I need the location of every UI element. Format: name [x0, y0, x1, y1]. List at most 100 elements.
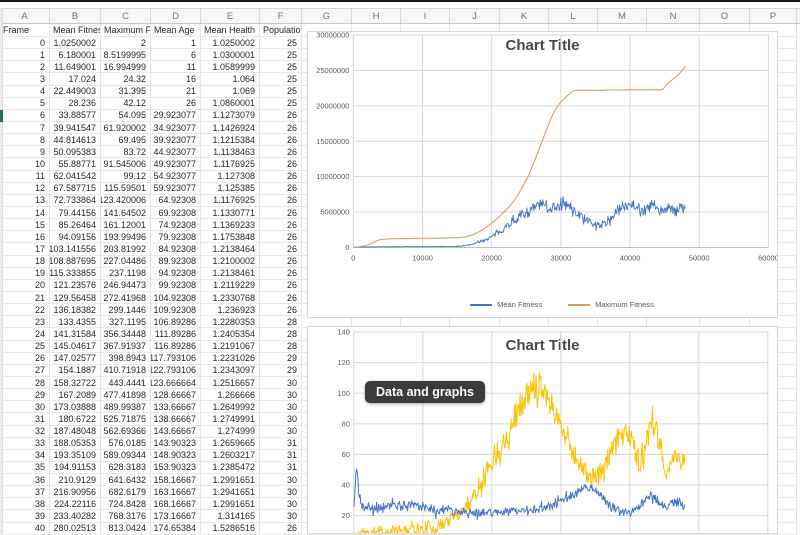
- data-cell[interactable]: 1.2280353: [201, 316, 260, 329]
- data-cell[interactable]: 26: [260, 121, 302, 135]
- data-cell[interactable]: 1.2119229: [201, 279, 260, 292]
- data-cell[interactable]: 443.4441: [101, 376, 151, 390]
- data-cell[interactable]: 10: [0, 158, 50, 171]
- data-cell[interactable]: 813.0424: [101, 522, 151, 535]
- data-cell[interactable]: 31: [260, 461, 302, 475]
- data-cell[interactable]: 13: [0, 194, 50, 207]
- data-cell[interactable]: 25: [260, 61, 302, 74]
- data-cell[interactable]: 1.2100002: [201, 255, 260, 268]
- data-cell[interactable]: 39.941547: [50, 121, 101, 135]
- data-cell[interactable]: 39.923077: [151, 134, 201, 147]
- data-cell[interactable]: 7: [0, 121, 50, 135]
- data-cell[interactable]: 145.04617: [50, 340, 101, 353]
- data-cell[interactable]: 327.1195: [101, 316, 151, 329]
- data-cell[interactable]: 682.6179: [101, 486, 151, 499]
- data-cell[interactable]: 30: [260, 498, 302, 511]
- data-cell[interactable]: 30: [260, 510, 302, 523]
- data-cell[interactable]: 26: [260, 279, 302, 292]
- data-cell[interactable]: 28: [260, 328, 302, 341]
- data-cell[interactable]: 109.92308: [151, 304, 201, 317]
- data-cell[interactable]: 1.314165: [201, 510, 260, 523]
- data-cell[interactable]: 768.3176: [101, 510, 151, 523]
- data-cell[interactable]: 1.1753848: [201, 231, 260, 244]
- data-cell[interactable]: 1.2138464: [201, 243, 260, 256]
- data-cell[interactable]: 8.5199995: [101, 49, 151, 62]
- data-cell[interactable]: 91.545006: [101, 158, 151, 171]
- data-cell[interactable]: 49.923077: [151, 158, 201, 171]
- data-cell[interactable]: 1.2191067: [201, 340, 260, 353]
- data-cell[interactable]: 27: [0, 364, 50, 377]
- data-cell[interactable]: 1.5286516: [201, 522, 260, 535]
- data-cell[interactable]: 31: [260, 449, 302, 462]
- data-cell[interactable]: 69.92308: [151, 206, 201, 220]
- data-cell[interactable]: 2: [0, 61, 50, 74]
- data-cell[interactable]: 398.8943: [101, 352, 151, 365]
- data-cell[interactable]: 69.495: [101, 134, 151, 147]
- data-cell[interactable]: 158.32722: [50, 376, 101, 390]
- data-cell[interactable]: 26: [151, 97, 201, 110]
- data-cell[interactable]: 26: [260, 134, 302, 147]
- data-cell[interactable]: 26: [260, 206, 302, 220]
- data-cell[interactable]: 30: [0, 401, 50, 414]
- column-header-i[interactable]: I: [401, 9, 450, 23]
- column-header-j[interactable]: J: [450, 9, 500, 23]
- data-cell[interactable]: 26: [260, 231, 302, 244]
- data-cell[interactable]: 108.887695: [50, 255, 101, 268]
- data-cell[interactable]: 32: [0, 425, 50, 438]
- data-cell[interactable]: 26: [260, 182, 302, 195]
- column-header-g[interactable]: G: [302, 9, 352, 23]
- data-cell[interactable]: 30: [260, 425, 302, 438]
- data-cell[interactable]: 94.09156: [50, 231, 101, 244]
- data-cell[interactable]: 1.1273079: [201, 109, 260, 122]
- data-cell[interactable]: 168.16667: [151, 498, 201, 511]
- column-header-h[interactable]: H: [352, 9, 401, 23]
- data-cell[interactable]: 187.48048: [50, 425, 101, 438]
- data-cell[interactable]: 28: [260, 316, 302, 329]
- age-population-chart[interactable]: Chart Title 20 40 60 80 100 120 140: [307, 326, 778, 534]
- data-cell[interactable]: 26: [260, 158, 302, 171]
- data-cell[interactable]: 136.18382: [50, 304, 101, 317]
- data-cell[interactable]: 24.32: [101, 73, 151, 86]
- data-cell[interactable]: 26: [260, 267, 302, 280]
- data-cell[interactable]: 21: [151, 85, 201, 98]
- column-header-m[interactable]: M: [598, 9, 647, 23]
- data-cell[interactable]: 122.793106: [151, 364, 201, 377]
- field-header-cell[interactable]: Frame: [0, 24, 50, 37]
- field-header-cell[interactable]: Mean Fitness: [50, 24, 101, 37]
- data-cell[interactable]: 37: [0, 486, 50, 499]
- data-cell[interactable]: 115.333855: [50, 267, 101, 280]
- data-cell[interactable]: 128.66667: [151, 389, 201, 402]
- data-cell[interactable]: 74.92308: [151, 219, 201, 232]
- data-cell[interactable]: 16: [151, 73, 201, 86]
- data-cell[interactable]: 1.266666: [201, 389, 260, 402]
- data-cell[interactable]: 30: [260, 401, 302, 414]
- data-cell[interactable]: 31: [0, 413, 50, 426]
- data-cell[interactable]: 104.92308: [151, 291, 201, 305]
- data-cell[interactable]: 15: [0, 219, 50, 232]
- data-cell[interactable]: 17.024: [50, 73, 101, 86]
- data-cell[interactable]: 489.99387: [101, 401, 151, 414]
- data-cell[interactable]: 26: [260, 194, 302, 207]
- data-cell[interactable]: 44.814613: [50, 134, 101, 147]
- data-cell[interactable]: 576.0185: [101, 437, 151, 450]
- data-cell[interactable]: 25: [260, 49, 302, 62]
- data-cell[interactable]: 8: [0, 134, 50, 147]
- data-cell[interactable]: 1.2649992: [201, 401, 260, 414]
- data-cell[interactable]: 50.095383: [50, 146, 101, 159]
- field-header-cell[interactable]: Mean Age: [151, 24, 201, 37]
- data-cell[interactable]: 25: [0, 340, 50, 353]
- data-cell[interactable]: 12: [0, 182, 50, 195]
- data-cell[interactable]: 72.733864: [50, 194, 101, 207]
- data-cell[interactable]: 1.125385: [201, 182, 260, 195]
- data-cell[interactable]: 111.89286: [151, 328, 201, 341]
- data-cell[interactable]: 224.22116: [50, 498, 101, 511]
- data-cell[interactable]: 35: [0, 461, 50, 475]
- data-cell[interactable]: 180.6722: [50, 413, 101, 426]
- data-cell[interactable]: 233.40282: [50, 510, 101, 523]
- data-cell[interactable]: 26: [260, 522, 302, 535]
- data-cell[interactable]: 6: [0, 109, 50, 122]
- data-cell[interactable]: 193.99496: [101, 231, 151, 244]
- data-cell[interactable]: 22.449003: [50, 85, 101, 98]
- column-header-f[interactable]: F: [260, 9, 302, 23]
